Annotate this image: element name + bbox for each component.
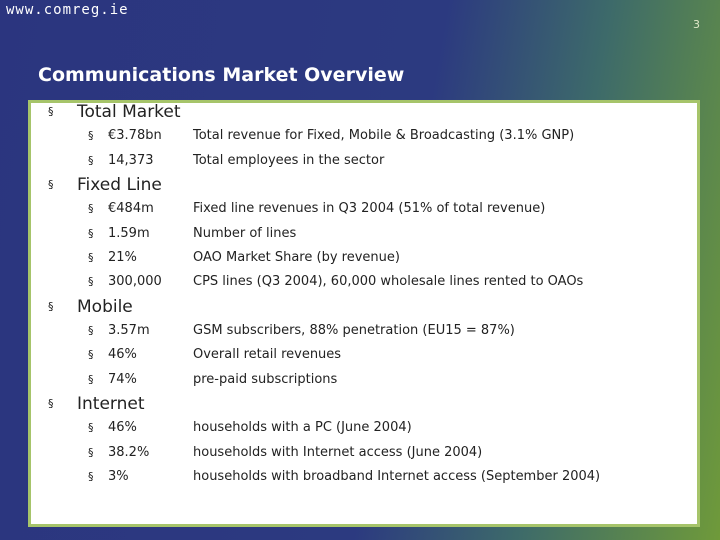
item-bullet: § bbox=[88, 372, 94, 386]
url: www.comreg.ie bbox=[6, 2, 129, 18]
item-row: § 3.57m GSM subscribers, 88% penetration (… bbox=[31, 319, 697, 343]
section-row: § Internet bbox=[31, 392, 697, 416]
item-row: § 14,373 Total employees in the sector bbox=[31, 149, 697, 173]
item-row: § 1.59m Number of lines bbox=[31, 222, 697, 246]
item-description: OAO Market Share (by revenue) bbox=[193, 249, 400, 265]
section-heading: Mobile bbox=[77, 296, 133, 317]
item-description: households with Internet access (June 20… bbox=[193, 444, 483, 460]
item-value: 46% bbox=[108, 420, 137, 436]
section-bullet: § bbox=[48, 105, 54, 118]
content-box: § Total Market § €3.78bn Total revenue for F… bbox=[28, 100, 700, 527]
section-heading: Fixed Line bbox=[77, 174, 162, 195]
item-value: 74% bbox=[108, 371, 137, 387]
item-row: § 300,000 CPS lines (Q3 2004), 60,000 whol… bbox=[31, 270, 697, 294]
item-description: Overall retail revenues bbox=[193, 347, 342, 363]
item-bullet: § bbox=[88, 421, 94, 435]
slide-title: Communications Market Overview bbox=[38, 64, 405, 86]
item-description: GSM subscribers, 88% penetration (EU15 =… bbox=[193, 322, 515, 338]
item-bullet: § bbox=[88, 275, 94, 289]
item-row: § 74% pre-paid subscriptions bbox=[31, 368, 697, 392]
section-bullet: § bbox=[48, 177, 54, 191]
item-value: 38.2% bbox=[108, 444, 150, 460]
item-value: 300,000 bbox=[108, 274, 162, 290]
section-row: § Fixed Line bbox=[31, 173, 697, 197]
item-value: 14,373 bbox=[108, 152, 154, 168]
item-value: 46% bbox=[108, 347, 137, 363]
section-row: § Total Market bbox=[31, 100, 697, 124]
item-value: 3.57m bbox=[108, 322, 150, 338]
item-row: § €484m Fixed line revenues in Q3 2004 (51… bbox=[31, 197, 697, 221]
item-description: Fixed line revenues in Q3 2004 (51% of t… bbox=[193, 201, 546, 217]
item-bullet: § bbox=[88, 129, 94, 143]
item-description: CPS lines (Q3 2004), 60,000 wholesale li… bbox=[193, 274, 584, 290]
item-description: households with broadband Internet acces… bbox=[193, 468, 601, 484]
page-number: 3 bbox=[693, 18, 700, 31]
section-heading: Internet bbox=[77, 393, 145, 414]
item-bullet: § bbox=[88, 226, 94, 240]
item-bullet: § bbox=[88, 445, 94, 459]
item-row: § 38.2% households with Internet access (J… bbox=[31, 441, 697, 465]
item-description: households with a PC (June 2004) bbox=[193, 420, 412, 436]
item-row: § 21% OAO Market Share (by revenue) bbox=[31, 246, 697, 270]
item-row: § 46% Overall retail revenues bbox=[31, 343, 697, 367]
section-bullet: § bbox=[48, 299, 54, 313]
item-value: 21% bbox=[108, 249, 137, 265]
section-row: § Mobile bbox=[31, 295, 697, 319]
section-bullet: § bbox=[48, 396, 54, 410]
item-bullet: § bbox=[88, 323, 94, 337]
item-bullet: § bbox=[88, 250, 94, 264]
item-bullet: § bbox=[88, 202, 94, 216]
item-value: €484m bbox=[108, 201, 154, 217]
item-value: 1.59m bbox=[108, 225, 150, 241]
item-row: § 46% households with a PC (June 2004) bbox=[31, 416, 697, 440]
item-value: €3.78bn bbox=[108, 128, 162, 144]
item-row: § €3.78bn Total revenue for Fixed, Mobile … bbox=[31, 124, 697, 148]
item-bullet: § bbox=[88, 153, 94, 167]
item-description: Total revenue for Fixed, Mobile & Broadc… bbox=[193, 128, 575, 144]
item-value: 3% bbox=[108, 468, 129, 484]
item-bullet: § bbox=[88, 469, 94, 483]
item-description: Number of lines bbox=[193, 225, 297, 241]
section-heading: Total Market bbox=[77, 102, 181, 122]
item-description: Total employees in the sector bbox=[193, 152, 385, 168]
item-bullet: § bbox=[88, 348, 94, 362]
item-description: pre-paid subscriptions bbox=[193, 371, 338, 387]
item-row: § 3% households with broadband Internet ac… bbox=[31, 465, 697, 489]
